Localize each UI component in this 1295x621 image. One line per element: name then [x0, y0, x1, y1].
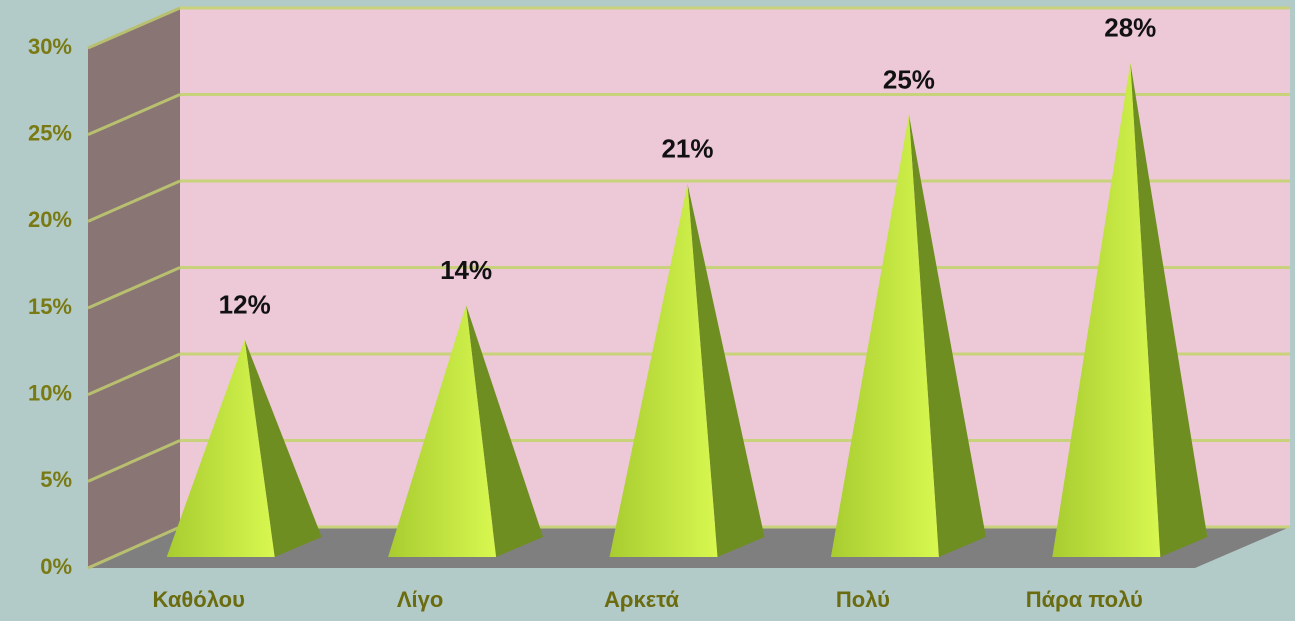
- pyramid: [388, 305, 497, 557]
- y-tick-label: 15%: [28, 294, 72, 319]
- y-tick-label: 30%: [28, 34, 72, 59]
- y-tick-label: 0%: [40, 554, 72, 579]
- value-label: 28%: [1104, 13, 1156, 43]
- x-tick-label: Καθόλου: [152, 587, 244, 612]
- pyramid-side: [1130, 62, 1208, 558]
- grid-line: [87, 93, 181, 137]
- pyramid: [166, 339, 275, 557]
- pyramid: [1052, 62, 1161, 558]
- x-tick-label: Πολύ: [836, 587, 890, 612]
- grid-line: [87, 525, 181, 570]
- pyramid: [830, 114, 939, 557]
- x-tick-label: Πάρα πολύ: [1026, 587, 1143, 612]
- y-tick-label: 25%: [28, 120, 72, 145]
- grid-line: [87, 6, 181, 50]
- pyramid-side: [908, 114, 986, 557]
- value-label: 21%: [661, 134, 713, 164]
- grid-line: [87, 266, 181, 310]
- grid-line: [87, 439, 181, 483]
- y-tick-label: 20%: [28, 207, 72, 232]
- value-label: 14%: [440, 255, 492, 285]
- pyramid-side: [244, 339, 322, 557]
- value-label: 12%: [219, 290, 271, 320]
- grid-line: [87, 352, 181, 397]
- pyramid-side: [466, 305, 544, 557]
- value-label: 25%: [883, 64, 935, 94]
- grid-line: [87, 179, 181, 223]
- pyramid: [609, 183, 718, 557]
- y-tick-label: 5%: [40, 467, 72, 492]
- y-tick-label: 10%: [28, 380, 72, 405]
- x-tick-label: Αρκετά: [604, 587, 679, 612]
- pyramid-side: [687, 183, 765, 557]
- x-tick-label: Λίγο: [397, 587, 443, 612]
